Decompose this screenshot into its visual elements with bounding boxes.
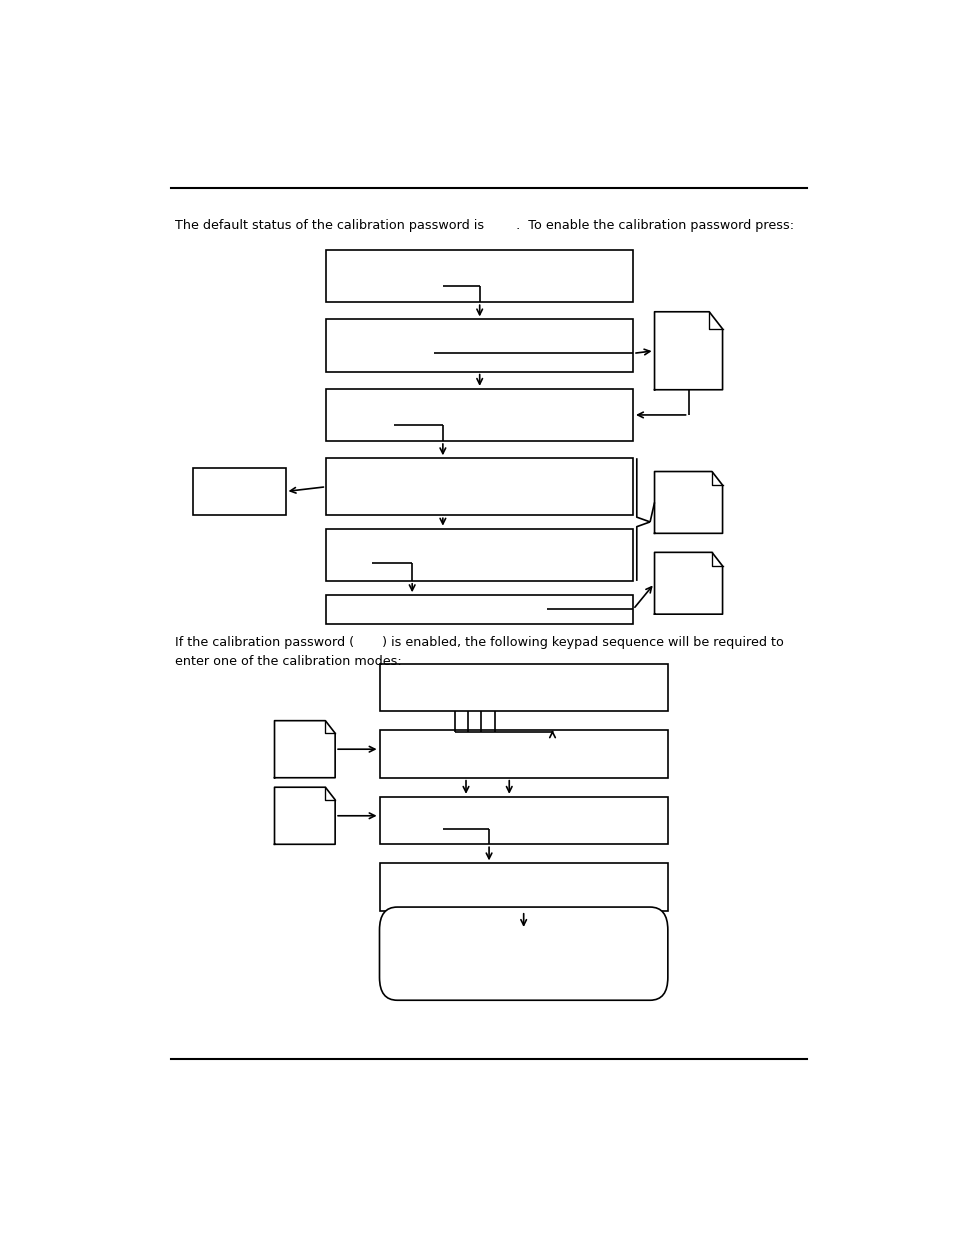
Bar bbox=[326, 529, 633, 580]
Bar bbox=[326, 389, 633, 441]
Bar bbox=[326, 595, 633, 624]
Bar bbox=[379, 863, 667, 911]
Bar bbox=[326, 249, 633, 303]
Bar bbox=[379, 730, 667, 778]
Text: The default status of the calibration password is        .  To enable the calibr: The default status of the calibration pa… bbox=[174, 219, 793, 232]
Text: If the calibration password (       ) is enabled, the following keypad sequence : If the calibration password ( ) is enabl… bbox=[174, 636, 782, 650]
Text: enter one of the calibration modes:: enter one of the calibration modes: bbox=[174, 655, 401, 668]
FancyBboxPatch shape bbox=[379, 906, 667, 1000]
Bar bbox=[326, 458, 633, 515]
Bar bbox=[379, 663, 667, 711]
Bar bbox=[193, 468, 285, 515]
Bar bbox=[379, 797, 667, 845]
Bar bbox=[326, 320, 633, 372]
